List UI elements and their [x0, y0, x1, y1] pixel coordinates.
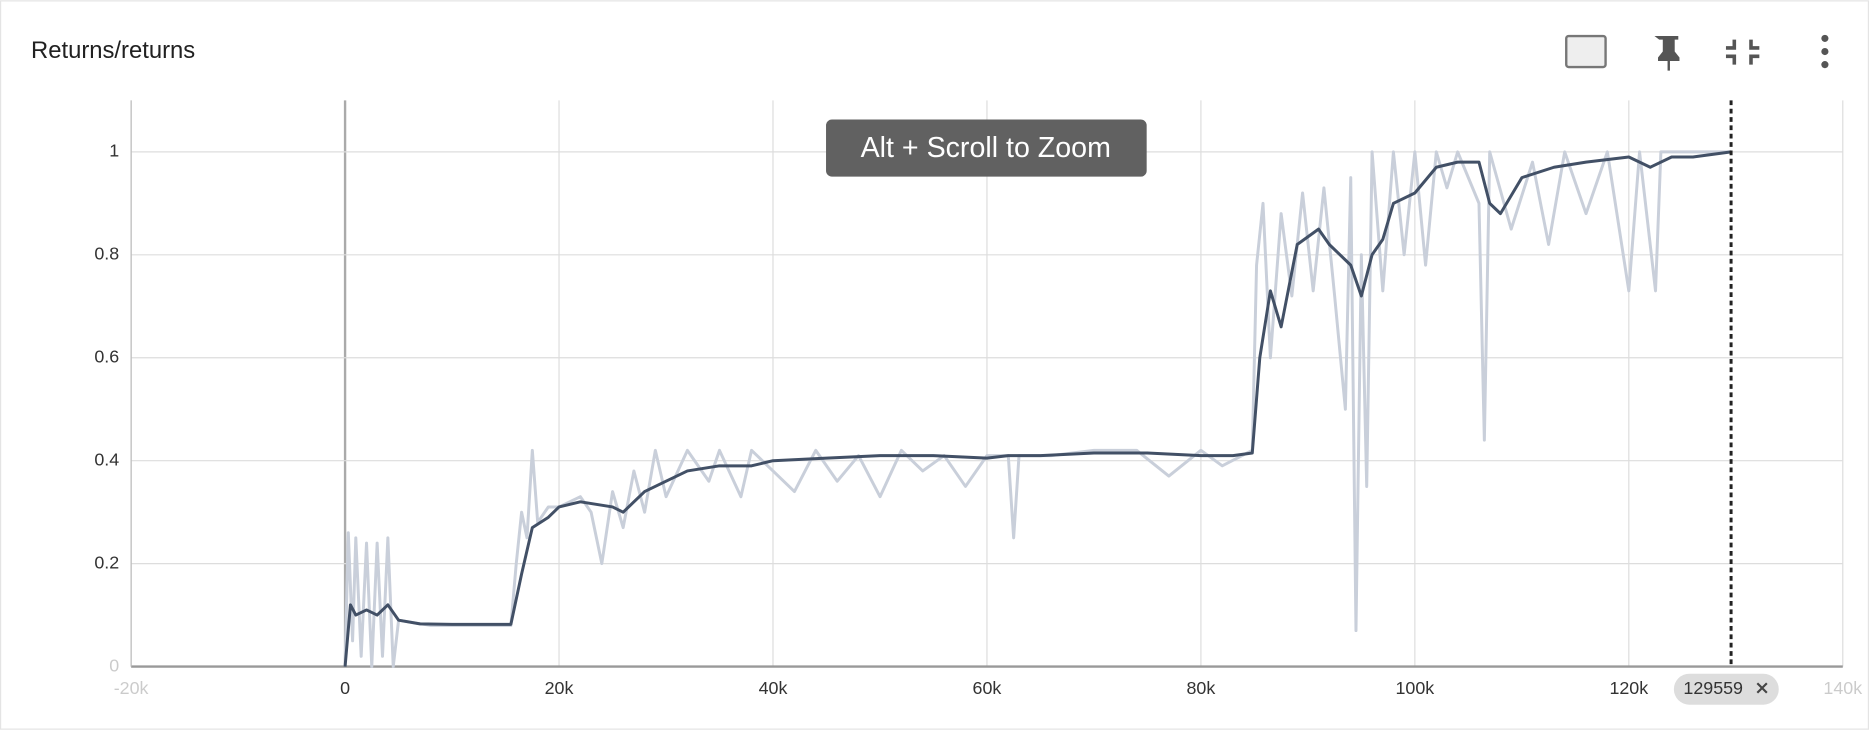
- y-tick-label: 0.2: [94, 552, 119, 572]
- series-line: [343, 150, 1732, 667]
- x-tick-label: 120k: [1609, 678, 1648, 698]
- collapse-icon[interactable]: [1725, 39, 1760, 65]
- card-title: Returns/returns: [31, 37, 195, 64]
- y-tick-label: 0.4: [94, 449, 119, 469]
- x-tick-label: 40k: [759, 678, 788, 698]
- x-tick-label: 80k: [1187, 678, 1216, 698]
- x-tick-label: 0: [340, 678, 350, 698]
- x-tick-label: 20k: [545, 678, 574, 698]
- cursor-chip: [1673, 673, 1779, 705]
- cursor-close: [1756, 682, 1768, 694]
- y-tick-label: 0: [109, 655, 119, 675]
- x-tick-label: 60k: [973, 678, 1002, 698]
- zoom-tooltip: Alt + Scroll to Zoom: [826, 119, 1147, 177]
- series-line: [343, 150, 1732, 669]
- x-tick-label: -20k: [114, 678, 149, 698]
- plot-area: [343, 150, 1732, 669]
- cursor-label: 129559: [1683, 678, 1743, 698]
- y-tick-label: 1: [109, 141, 119, 161]
- fit-icon[interactable]: [1565, 34, 1607, 69]
- tooltip-text: Alt + Scroll to Zoom: [861, 132, 1111, 164]
- step-cursor[interactable]: 129559: [1673, 100, 1779, 705]
- y-tick-label: 0.8: [94, 244, 119, 264]
- tick-labels: -20k 0 20k 40k 60k 80k 100k 120k 140k 0 0.2 0.4 0.6 0…: [94, 141, 1862, 698]
- pin-icon[interactable]: [1654, 36, 1680, 71]
- x-tick-label: 100k: [1395, 678, 1434, 698]
- menu-icon[interactable]: [1821, 34, 1829, 69]
- y-tick-label: 0.6: [94, 346, 119, 366]
- x-tick-label: 140k: [1823, 678, 1862, 698]
